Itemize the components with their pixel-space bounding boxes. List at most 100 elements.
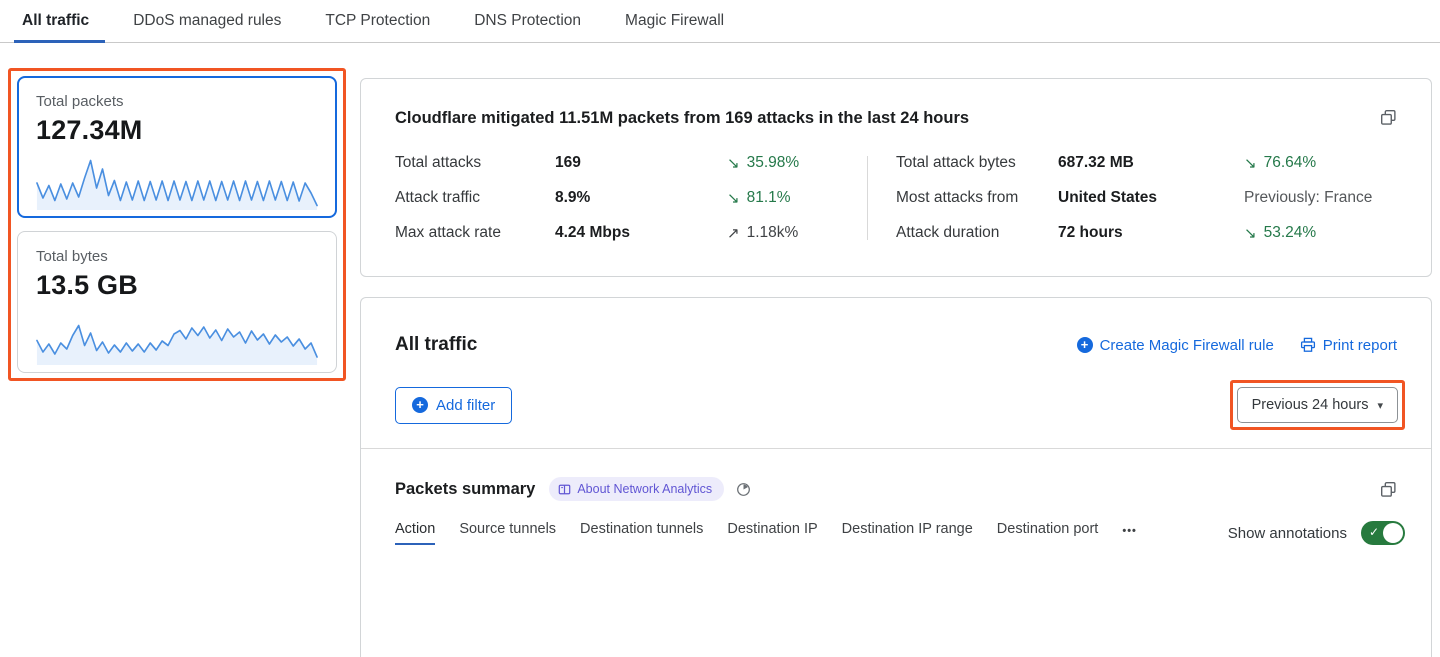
annotation-highlight-metrics: Total packets 127.34M Total bytes 13.5 G…: [8, 68, 346, 381]
metric-card-total-packets[interactable]: Total packets 127.34M: [17, 76, 337, 218]
stat-trend: ↘ 53.24%: [1244, 224, 1372, 242]
stat-value: 687.32 MB: [1058, 154, 1134, 171]
summary-title: Cloudflare mitigated 11.51M packets from…: [395, 109, 970, 127]
tab-label: DNS Protection: [474, 12, 582, 29]
subtab-destination-ip-range[interactable]: Destination IP range: [842, 521, 973, 545]
printer-icon: [1300, 337, 1315, 352]
subtab-label: Destination port: [996, 521, 1099, 537]
trend-value: 1.18k%: [746, 224, 799, 241]
more-subtabs-icon[interactable]: •••: [1122, 525, 1137, 537]
all-traffic-title: All traffic: [395, 334, 478, 355]
stat-trend: ↘ 35.98%: [727, 154, 867, 172]
stat-label: Total attack bytes: [896, 154, 1016, 171]
chevron-down-icon: ▾: [1377, 399, 1383, 412]
main-content: Cloudflare mitigated 11.51M packets from…: [360, 78, 1432, 657]
copy-packets-summary-icon[interactable]: [1380, 481, 1397, 498]
annotation-highlight-time-range: Previous 24 hours ▾: [1229, 380, 1405, 430]
tab-label: DDoS managed rules: [133, 12, 282, 29]
summary-stats-right: Total attack bytes 687.32 MB ↘ 76.64% Mos…: [896, 154, 1372, 242]
show-annotations-toggle[interactable]: ✓: [1361, 521, 1405, 545]
time-range-dropdown[interactable]: Previous 24 hours ▾: [1236, 387, 1398, 423]
tab-magic-firewall[interactable]: Magic Firewall: [603, 0, 746, 42]
metric-title: Total packets: [36, 93, 124, 110]
subtab-label: Source tunnels: [459, 521, 557, 537]
metric-title: Total bytes: [36, 248, 108, 265]
trend-down-icon: ↘: [727, 190, 740, 207]
section-divider: [361, 448, 1431, 449]
check-icon: ✓: [1369, 525, 1380, 539]
stat-trend: Previously: France: [1244, 189, 1372, 207]
stat-label: Attack traffic: [395, 189, 480, 206]
book-icon: [559, 484, 571, 494]
time-range-label: Previous 24 hours: [1251, 397, 1369, 413]
link-label: Print report: [1322, 336, 1397, 354]
tab-tcp-protection[interactable]: TCP Protection: [303, 0, 452, 42]
tab-label: Magic Firewall: [625, 12, 725, 29]
trend-value: Previously: France: [1244, 189, 1373, 206]
plus-circle-icon: +: [1076, 337, 1093, 353]
subtab-label: Action: [395, 521, 436, 537]
packets-summary-subtabs: Action Source tunnels Destination tunnel…: [361, 501, 1431, 559]
subtab-label: Destination IP: [727, 521, 818, 537]
plus-circle-icon: +: [412, 397, 428, 413]
total-bytes-sparkline: [36, 324, 318, 365]
metric-card-total-bytes[interactable]: Total bytes 13.5 GB: [17, 231, 337, 373]
total-packets-sparkline: [36, 159, 318, 210]
link-label: Create Magic Firewall rule: [1099, 336, 1274, 354]
tab-label: All traffic: [22, 12, 90, 29]
show-annotations-label: Show annotations: [1227, 524, 1347, 542]
summary-stats-left: Total attacks 169 ↘ 35.98% Attack traffic…: [395, 154, 867, 242]
subtab-source-tunnels[interactable]: Source tunnels: [459, 521, 556, 545]
subtab-action[interactable]: Action: [395, 521, 436, 545]
subtab-label: Destination IP range: [841, 521, 973, 537]
trend-down-icon: ↘: [727, 155, 740, 172]
trend-value: 35.98%: [746, 154, 800, 171]
stat-label: Max attack rate: [395, 224, 501, 241]
trend-down-icon: ↘: [1244, 225, 1257, 242]
trend-value: 76.64%: [1263, 154, 1317, 171]
metric-value: 13.5 GB: [36, 270, 138, 300]
stat-trend: ↗ 1.18k%: [727, 224, 867, 242]
print-report-link[interactable]: Print report: [1300, 337, 1397, 354]
create-magic-firewall-rule-link[interactable]: + Create Magic Firewall rule: [1076, 336, 1274, 354]
stat-label: Attack duration: [896, 224, 1000, 241]
badge-label: About Network Analytics: [577, 482, 713, 496]
stat-label: Total attacks: [395, 154, 482, 171]
tab-label: TCP Protection: [325, 12, 431, 29]
summary-stats: Total attacks 169 ↘ 35.98% Attack traffic…: [395, 154, 1397, 242]
add-filter-button[interactable]: + Add filter: [395, 386, 513, 424]
packets-summary-title: Packets summary: [395, 479, 536, 498]
trend-value: 81.1%: [746, 189, 791, 206]
metrics-sidebar: Total packets 127.34M Total bytes 13.5 G…: [8, 68, 346, 381]
stat-trend: ↘ 76.64%: [1244, 154, 1372, 172]
show-annotations-control: Show annotations ✓: [1228, 521, 1405, 545]
protection-tabbar: All traffic DDoS managed rules TCP Prote…: [0, 0, 1440, 43]
subtab-destination-tunnels[interactable]: Destination tunnels: [580, 521, 703, 545]
toggle-knob: [1383, 523, 1403, 543]
all-traffic-card: All traffic + Create Magic Firewall rule…: [360, 297, 1432, 657]
trend-up-icon: ↗: [727, 225, 740, 242]
subtab-label: Destination tunnels: [580, 521, 704, 537]
about-network-analytics-badge[interactable]: About Network Analytics: [549, 477, 725, 501]
copy-summary-icon[interactable]: [1380, 109, 1397, 126]
button-label: Add filter: [436, 396, 496, 414]
stat-value: 72 hours: [1058, 224, 1123, 241]
stat-trend: ↘ 81.1%: [727, 189, 867, 207]
metric-value: 127.34M: [36, 115, 143, 145]
stat-value: 169: [555, 154, 581, 171]
stat-value: 8.9%: [555, 189, 591, 206]
tab-dns-protection[interactable]: DNS Protection: [452, 0, 603, 42]
trend-down-icon: ↘: [1244, 155, 1257, 172]
stat-value: 4.24 Mbps: [555, 224, 630, 241]
history-pie-icon[interactable]: [736, 482, 751, 497]
subtab-destination-port[interactable]: Destination port: [997, 521, 1099, 545]
stats-divider: [867, 156, 868, 240]
attack-summary-card: Cloudflare mitigated 11.51M packets from…: [360, 78, 1432, 277]
page-layout: Total packets 127.34M Total bytes 13.5 G…: [0, 43, 1440, 657]
stat-label: Most attacks from: [896, 189, 1019, 206]
trend-value: 53.24%: [1263, 224, 1317, 241]
subtab-destination-ip[interactable]: Destination IP: [727, 521, 817, 545]
tab-all-traffic[interactable]: All traffic: [8, 0, 111, 43]
tab-ddos-managed-rules[interactable]: DDoS managed rules: [111, 0, 303, 42]
stat-value: United States: [1058, 189, 1158, 206]
